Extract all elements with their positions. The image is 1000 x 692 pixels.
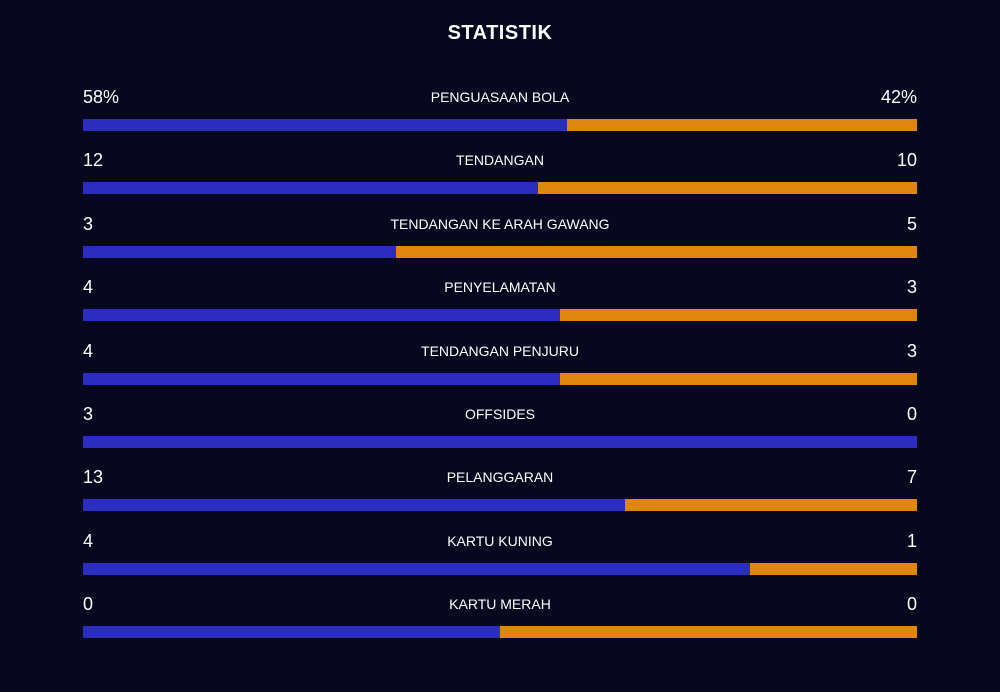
stat-bar (83, 182, 917, 195)
stat-bar (83, 562, 917, 575)
stat-label: KARTU KUNING (447, 532, 553, 549)
home-value: 58% (83, 87, 120, 107)
home-bar (83, 372, 560, 385)
away-bar (559, 372, 917, 385)
stat-row: 58% PENGUASAAN BOLA 42% (83, 85, 917, 135)
home-value: 0 (83, 594, 94, 615)
stat-row: 3 OFFSIDES 0 (83, 402, 917, 452)
home-value: 13 (83, 467, 104, 488)
home-bar (83, 562, 751, 575)
home-bar (83, 309, 560, 322)
home-bar (83, 626, 500, 639)
away-bar (566, 119, 917, 131)
away-value: 1 (906, 530, 917, 551)
away-value: 7 (906, 467, 917, 488)
away-value: 3 (906, 340, 917, 361)
home-bar (83, 499, 626, 512)
away-value: 5 (906, 213, 917, 234)
stat-label: PENYELAMATAN (444, 279, 556, 296)
away-bar (537, 182, 917, 195)
stat-row: 12 TENDANGAN 10 (83, 148, 917, 198)
stat-bar (83, 626, 917, 639)
home-value: 3 (83, 404, 94, 424)
stat-label: TENDANGAN PENJURU (421, 342, 579, 359)
stat-label: PENGUASAAN BOLA (430, 89, 570, 105)
away-value: 0 (906, 594, 917, 615)
stat-bar (83, 499, 917, 512)
stat-bar (83, 372, 917, 385)
stat-row: 4 PENYELAMATAN 3 (83, 275, 917, 325)
away-value: 0 (906, 404, 917, 424)
away-value: 10 (896, 150, 917, 171)
stat-row: 0 KARTU MERAH 0 (83, 592, 917, 642)
stat-bar (83, 119, 917, 131)
home-value: 12 (83, 150, 104, 171)
home-bar (83, 436, 917, 448)
home-value: 4 (83, 340, 94, 361)
stat-label: TENDANGAN (456, 152, 544, 169)
home-bar (83, 182, 538, 195)
away-bar (750, 562, 917, 575)
stat-bar (83, 309, 917, 322)
away-bar (559, 309, 917, 322)
stat-bar (83, 436, 917, 448)
home-bar (83, 245, 396, 258)
away-value: 42% (880, 87, 917, 107)
stat-label: TENDANGAN KE ARAH GAWANG (390, 215, 610, 232)
away-bar (625, 499, 917, 512)
stat-label: PELANGGARAN (446, 469, 554, 486)
stat-label: KARTU MERAH (449, 596, 551, 613)
stat-row: 4 TENDANGAN PENJURU 3 (83, 339, 917, 389)
stat-row: 13 PELANGGARAN 7 (83, 465, 917, 515)
stat-label: OFFSIDES (464, 406, 535, 422)
away-bar (500, 626, 917, 639)
stat-bar (83, 245, 917, 258)
home-value: 3 (83, 213, 94, 234)
away-bar (395, 245, 917, 258)
away-value: 3 (906, 277, 917, 298)
title: STATISTIK (447, 22, 553, 44)
home-value: 4 (83, 277, 94, 298)
home-bar (83, 119, 567, 131)
stat-row: 4 KARTU KUNING 1 (83, 529, 917, 579)
home-value: 4 (83, 530, 94, 551)
stat-row: 3 TENDANGAN KE ARAH GAWANG 5 (83, 212, 917, 262)
